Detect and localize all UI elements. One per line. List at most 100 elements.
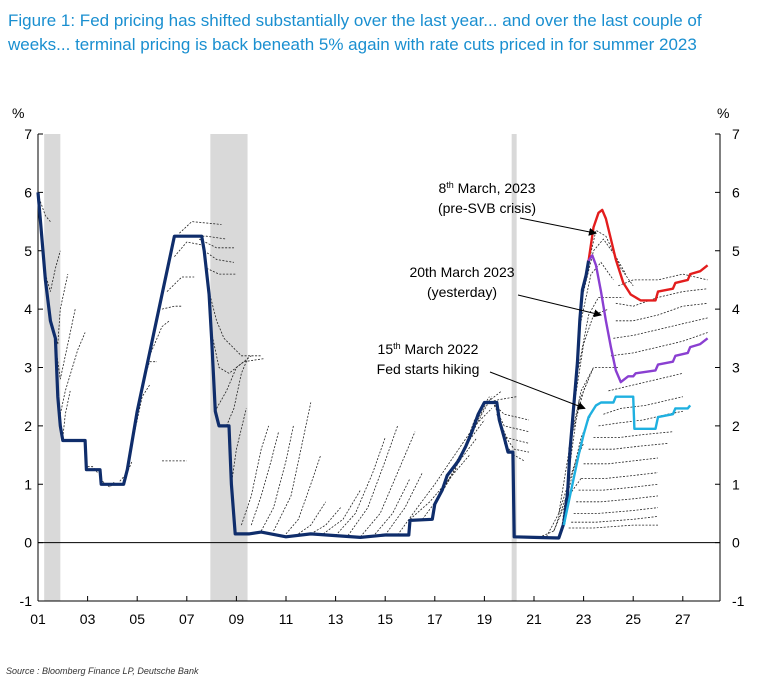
forward-curve-68	[615, 288, 708, 307]
forward-curve-56	[560, 379, 589, 532]
x-tick-label: 05	[129, 611, 145, 627]
left-axis-unit: %	[12, 105, 24, 121]
forward-curve-44	[441, 437, 478, 491]
left-tick-label: 5	[24, 243, 32, 259]
forward-curve-36	[347, 425, 398, 536]
forward-curve-63	[578, 297, 624, 368]
x-tick-label: 13	[328, 611, 344, 627]
x-tick-label: 07	[179, 611, 195, 627]
forward-curve-21	[206, 267, 237, 275]
right-tick-label: -1	[732, 593, 745, 609]
forward-curve-25	[226, 355, 250, 427]
ann-8mar-line2: (pre-SVB crisis)	[438, 200, 536, 216]
x-tick-label: 23	[576, 611, 592, 627]
right-tick-label: 7	[732, 126, 740, 142]
x-tick-label: 19	[477, 611, 493, 627]
ann-15mar-line2: Fed starts hiking	[377, 361, 480, 377]
ann-8mar-line1-main: 8	[438, 180, 446, 196]
forward-curve-23	[211, 332, 264, 374]
x-tick-label: 17	[427, 611, 443, 627]
right-tick-label: 6	[732, 184, 740, 200]
forward-curves	[38, 198, 708, 538]
forward-curve-38	[372, 478, 411, 538]
forward-curve-37	[360, 431, 416, 538]
forward-curve-74	[598, 410, 683, 427]
ann-15mar-sup: th	[393, 341, 401, 351]
forward-curve-46	[434, 408, 493, 485]
annotations: 8th March, 2023(pre-SVB crisis)20th Marc…	[377, 180, 602, 410]
series-line-4	[562, 395, 692, 526]
ann-15mar-line1: 15th March 2022	[378, 341, 479, 357]
forward-curve-7	[87, 466, 98, 473]
x-tick-label: 09	[229, 611, 245, 627]
forward-curve-40	[397, 484, 436, 536]
ann-8mar-arrow	[519, 217, 597, 236]
forward-curve-64	[580, 261, 614, 321]
x-tick-label: 03	[80, 611, 96, 627]
forward-curve-27	[241, 425, 269, 526]
ann-20mar-line1-main: 20th March 2023	[409, 264, 514, 280]
forward-curve-16	[174, 241, 202, 257]
forward-curve-14	[161, 305, 182, 310]
recession-band-1	[44, 134, 61, 601]
right-tick-label: 3	[732, 360, 740, 376]
left-tick-label: 1	[24, 476, 32, 492]
ann-8mar-line1: 8th March, 2023	[438, 180, 535, 196]
left-tick-label: 2	[24, 418, 32, 434]
right-tick-label: 5	[732, 243, 740, 259]
source-note: Source : Bloomberg Finance LP, Deutsche …	[6, 666, 199, 676]
forward-curve-77	[583, 457, 659, 465]
ann-8mar-sup: th	[446, 180, 454, 190]
forward-curve-5	[59, 332, 86, 415]
forward-curve-69	[615, 302, 708, 322]
right-tick-label: 0	[732, 535, 740, 551]
left-tick-label: 6	[24, 184, 32, 200]
right-axis-unit: %	[717, 105, 729, 121]
forward-curve-72	[608, 372, 683, 392]
forward-curve-20	[203, 250, 234, 263]
x-tick-label: 27	[675, 611, 691, 627]
forward-curve-81	[573, 507, 659, 514]
forward-curve-73	[603, 396, 683, 415]
x-tick-label: 21	[526, 611, 542, 627]
forward-curve-33	[310, 507, 341, 535]
forward-curve-60	[538, 478, 582, 538]
left-tick-label: 0	[24, 535, 32, 551]
forward-curve-79	[578, 483, 659, 491]
forward-curve-29	[260, 425, 294, 532]
forward-curve-22	[208, 291, 262, 357]
recession-bands	[44, 134, 517, 601]
x-tick-label: 25	[625, 611, 641, 627]
ann-15mar-line1-rest: March 2022	[401, 341, 479, 357]
ann-15mar: 15th March 2022 Fed starts hiking	[377, 341, 586, 410]
left-tick-label: 3	[24, 360, 32, 376]
x-tick-label: 11	[279, 611, 294, 627]
forward-curve-82	[571, 516, 659, 523]
forward-curve-66	[585, 229, 634, 287]
forward-curve-39	[384, 472, 423, 536]
series-line-3	[587, 254, 709, 384]
forward-curve-54	[501, 431, 530, 453]
forward-curve-13	[149, 320, 170, 356]
forward-curve-30	[273, 402, 312, 532]
series-line-1	[36, 192, 591, 540]
recession-band-2	[210, 134, 248, 601]
forward-curve-34	[322, 489, 361, 535]
forward-curve-1	[38, 198, 51, 222]
x-tick-label: 15	[377, 611, 393, 627]
left-tick-label: -1	[20, 593, 33, 609]
forward-curve-35	[335, 437, 386, 536]
forward-curve-67	[618, 273, 708, 287]
series-lines	[36, 192, 709, 540]
forward-curve-76	[588, 443, 668, 450]
ann-8mar: 8th March, 2023 (pre-SVB crisis)	[438, 180, 597, 236]
ann-20mar: 20th March 2023 (yesterday)	[409, 264, 602, 318]
ann-8mar-line1-rest: March, 2023	[454, 180, 536, 196]
forward-curve-61	[568, 367, 619, 450]
forward-curve-17	[179, 221, 222, 234]
ann-15mar-line1-main: 15	[378, 341, 394, 357]
axes: -1 -10 01 12 23 34 45 56 67 7% %01 03 05 07 09 11 13 15 17…	[12, 105, 745, 627]
forward-curve-71	[610, 332, 708, 357]
forward-curve-65	[583, 238, 627, 292]
